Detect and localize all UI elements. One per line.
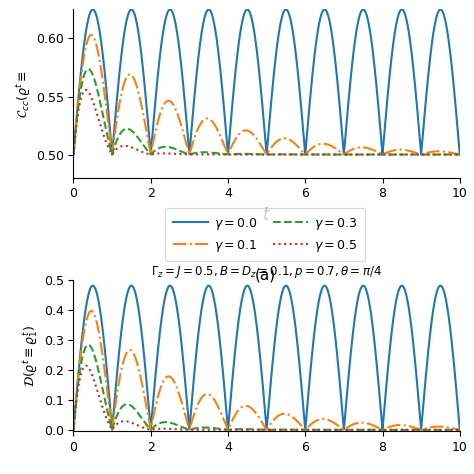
Text: (a): (a)	[255, 267, 276, 283]
Y-axis label: $\mathcal{D}(\varrho^t \equiv \varrho^t_1)$: $\mathcal{D}(\varrho^t \equiv \varrho^t_…	[22, 324, 41, 387]
X-axis label: $t$: $t$	[262, 206, 271, 224]
Y-axis label: $\mathcal{C}_{cc}(\varrho^t \equiv$: $\mathcal{C}_{cc}(\varrho^t \equiv$	[14, 70, 33, 118]
Legend: $\gamma = 0.0$, $\gamma = 0.1$, $\gamma = 0.3$, $\gamma = 0.5$: $\gamma = 0.0$, $\gamma = 0.1$, $\gamma …	[165, 208, 365, 261]
Title: $\Gamma_z = J = 0.5, B = D_z = 0.1, p = 0.7, \theta = \pi/4$: $\Gamma_z = J = 0.5, B = D_z = 0.1, p = …	[151, 264, 382, 280]
